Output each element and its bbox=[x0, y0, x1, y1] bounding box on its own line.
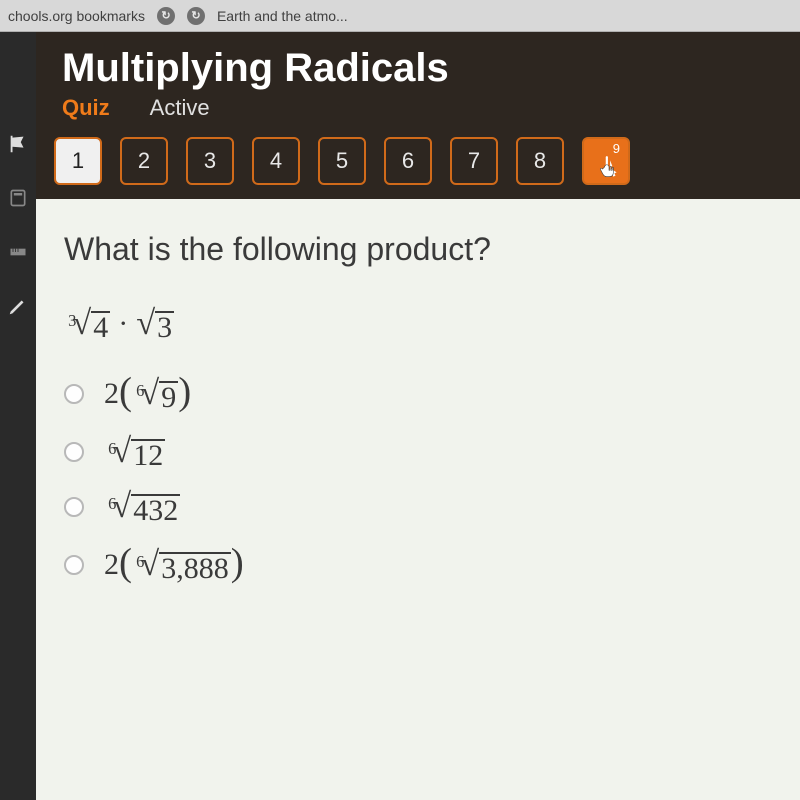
qnav-btn-9[interactable]: 9 bbox=[582, 137, 630, 185]
radio-b[interactable] bbox=[64, 442, 84, 462]
question-panel: What is the following product? 3 √ 4 · √… bbox=[36, 199, 800, 800]
qnav-btn-2[interactable]: 2 bbox=[120, 137, 168, 185]
opt-b-index: 6 bbox=[108, 439, 116, 459]
opt-d-index: 6 bbox=[136, 552, 144, 572]
opt-c-index: 6 bbox=[108, 494, 116, 514]
bookmark-label[interactable]: chools.org bookmarks bbox=[8, 8, 145, 24]
main-area: Multiplying Radicals Quiz Active 1 2 3 4… bbox=[0, 32, 800, 800]
qnav-btn-1[interactable]: 1 bbox=[54, 137, 102, 185]
answer-option-b[interactable]: 6 √ 12 bbox=[64, 432, 772, 471]
opt-c-radicand: 432 bbox=[131, 494, 180, 526]
question-nav: 1 2 3 4 5 6 7 8 9 bbox=[36, 127, 800, 199]
expr-operator: · bbox=[118, 307, 128, 341]
flag-tool-icon[interactable] bbox=[6, 132, 30, 156]
radio-c[interactable] bbox=[64, 497, 84, 517]
bookmark-label-2[interactable]: Earth and the atmo... bbox=[217, 8, 348, 24]
cursor-pointer-icon bbox=[596, 155, 622, 181]
answer-option-a[interactable]: 2 ( 6 √ 9 ) bbox=[64, 371, 772, 416]
qnav-btn-3[interactable]: 3 bbox=[186, 137, 234, 185]
radio-a[interactable] bbox=[64, 384, 84, 404]
refresh-icon[interactable]: ↻ bbox=[157, 7, 175, 25]
opt-d-radicand: 3,888 bbox=[159, 552, 231, 584]
question-prompt: What is the following product? bbox=[64, 231, 772, 268]
globe-icon[interactable]: ↻ bbox=[187, 7, 205, 25]
calculator-tool-icon[interactable] bbox=[6, 186, 30, 210]
pencil-tool-icon[interactable] bbox=[6, 294, 30, 318]
answer-option-c[interactable]: 6 √ 432 bbox=[64, 487, 772, 526]
lesson-tabs: Quiz Active bbox=[62, 95, 774, 121]
lesson-header: Multiplying Radicals Quiz Active bbox=[36, 32, 800, 127]
tab-quiz[interactable]: Quiz bbox=[62, 95, 110, 121]
expr-right-radicand: 3 bbox=[155, 311, 174, 343]
qnav-btn-7[interactable]: 7 bbox=[450, 137, 498, 185]
answer-option-d[interactable]: 2 ( 6 √ 3,888 ) bbox=[64, 542, 772, 587]
browser-bookmarks-bar: chools.org bookmarks ↻ ↻ Earth and the a… bbox=[0, 0, 800, 32]
tab-active[interactable]: Active bbox=[150, 95, 210, 121]
content-column: Multiplying Radicals Quiz Active 1 2 3 4… bbox=[36, 32, 800, 800]
answer-options: 2 ( 6 √ 9 ) 6 √ bbox=[64, 371, 772, 587]
qnav-btn-5[interactable]: 5 bbox=[318, 137, 366, 185]
lesson-title: Multiplying Radicals bbox=[62, 46, 774, 91]
opt-a-index: 6 bbox=[136, 381, 144, 401]
qnav-btn-4[interactable]: 4 bbox=[252, 137, 300, 185]
expr-left-radicand: 4 bbox=[91, 311, 110, 343]
expr-left-index: 3 bbox=[68, 311, 76, 331]
question-expression: 3 √ 4 · √ 3 bbox=[64, 304, 772, 343]
qnav-btn-6[interactable]: 6 bbox=[384, 137, 432, 185]
opt-d-prefix: 2 bbox=[104, 548, 119, 582]
opt-a-radicand: 9 bbox=[159, 381, 178, 413]
opt-b-radicand: 12 bbox=[131, 439, 165, 471]
ruler-tool-icon[interactable] bbox=[6, 240, 30, 264]
radio-d[interactable] bbox=[64, 555, 84, 575]
opt-a-prefix: 2 bbox=[104, 377, 119, 411]
qnav-btn-8[interactable]: 8 bbox=[516, 137, 564, 185]
left-toolbar bbox=[0, 32, 36, 800]
qnav-btn-9-label: 9 bbox=[613, 141, 620, 156]
